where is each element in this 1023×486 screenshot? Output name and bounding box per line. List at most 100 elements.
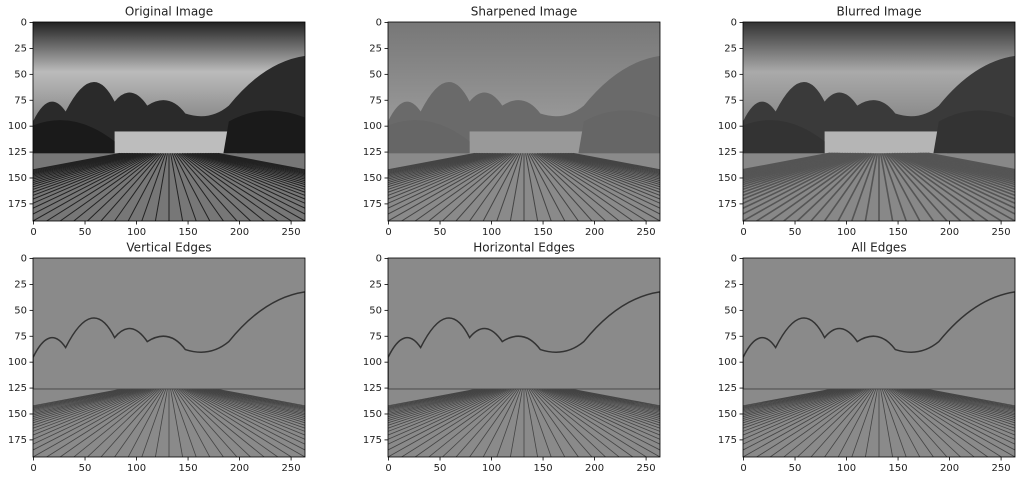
deck-stripe (743, 152, 845, 182)
panel-title: Original Image (125, 5, 213, 19)
deck-stripe (33, 388, 139, 421)
axes-frame (387, 257, 661, 458)
y-tick-label: 150 (718, 173, 737, 184)
x-tick-label: 0 (30, 227, 36, 238)
deck-stripe (548, 388, 660, 432)
y-tick-label: 75 (369, 95, 382, 106)
deck-stripe (388, 152, 485, 177)
deck-stripe (549, 388, 660, 429)
deck-stripe (185, 152, 305, 221)
deck-stripe (206, 152, 305, 179)
deck-stripe (388, 388, 505, 445)
deck-stripe (743, 388, 832, 408)
deck-stripe (217, 152, 305, 171)
deck-stripe (33, 152, 135, 182)
deck-stripe (33, 152, 150, 209)
deck-stripe (553, 152, 660, 188)
deck-stripe (886, 152, 948, 221)
x-tick-label: 250 (637, 227, 656, 238)
deck-stripe (191, 388, 305, 436)
deck-stripe (216, 388, 305, 408)
water (114, 131, 237, 154)
deck-stripe (388, 152, 489, 180)
deck-stripe (909, 152, 1015, 186)
panel-title: Blurred Image (837, 5, 922, 19)
panel-title: Vertical Edges (126, 241, 211, 255)
deck-stripe (388, 152, 495, 188)
deck-stripe (186, 152, 305, 215)
deck-stripe (428, 152, 513, 221)
deck-stripe (100, 389, 162, 457)
y-tick-label: 50 (369, 305, 382, 316)
deck-stripe (743, 388, 845, 418)
deck-stripe (561, 152, 660, 179)
deck-stripe (401, 152, 510, 221)
deck-stripe (927, 388, 1015, 407)
deck-stripe (388, 388, 497, 426)
deck-stripe (178, 152, 251, 221)
deck-stripe (881, 389, 907, 457)
y-tick-label: 100 (8, 357, 27, 368)
y-tick-label: 125 (8, 383, 27, 394)
deck-stripe (556, 388, 660, 419)
x-tick-label: 0 (385, 227, 391, 238)
deck-stripe (206, 388, 305, 414)
axes-frame (32, 21, 306, 222)
deck-stripe (886, 389, 948, 457)
deck-stripe (526, 153, 552, 221)
y-tick-label: 125 (718, 383, 737, 394)
deck-stripe (388, 388, 485, 413)
x-tick-label: 250 (992, 227, 1011, 238)
deck-stripe (178, 389, 251, 457)
y-tick-label: 100 (363, 121, 382, 132)
x-tick-label: 200 (230, 463, 249, 474)
deck-stripe (388, 152, 497, 190)
deck-stripe (810, 152, 872, 221)
deck-stripe (908, 152, 1015, 188)
deck-stripe (33, 152, 153, 221)
deck-stripe (743, 152, 855, 197)
deck-stripe (743, 388, 852, 426)
deck-stripe (906, 152, 1015, 191)
deck-stripe (531, 153, 593, 221)
panel-title: Sharpened Image (471, 5, 578, 19)
water (469, 131, 592, 154)
x-tick-label: 150 (179, 463, 198, 474)
deck-stripe (33, 152, 126, 174)
x-tick-label: 0 (740, 463, 746, 474)
axes-frame (32, 257, 306, 458)
deck-stripe (509, 153, 523, 221)
deck-stripe (536, 152, 634, 221)
deck-stripe (883, 389, 921, 457)
y-tick-label: 25 (14, 43, 27, 54)
x-tick-label: 250 (282, 227, 301, 238)
deck-stripe (176, 153, 238, 221)
deck-stripe (743, 388, 840, 413)
y-tick-label: 0 (731, 254, 737, 265)
deck-stripe (896, 388, 1015, 451)
deck-stripe (919, 388, 1015, 412)
deck-stripe (496, 389, 522, 457)
deck-stripe (204, 388, 305, 416)
ridge (388, 291, 660, 391)
y-tick-label: 0 (376, 18, 382, 29)
y-tick-label: 125 (363, 147, 382, 158)
image (33, 258, 305, 457)
deck-stripe (743, 152, 839, 176)
deck-stripe (553, 388, 660, 424)
y-tick-label: 0 (21, 254, 27, 265)
y-tick-label: 175 (363, 199, 382, 210)
deck-stripe (388, 388, 499, 429)
deck-stripe (388, 388, 482, 411)
deck-stripe (414, 152, 512, 221)
deck-stripe (469, 389, 518, 457)
deck-stripe (388, 152, 500, 196)
y-tick-label: 0 (731, 18, 737, 29)
deck-stripe (170, 389, 183, 457)
deck-stripe (551, 388, 660, 426)
deck-stripe (743, 152, 842, 179)
deck-stripe (194, 152, 305, 193)
deck-stripe (572, 152, 660, 171)
deck-stripe (531, 389, 593, 457)
